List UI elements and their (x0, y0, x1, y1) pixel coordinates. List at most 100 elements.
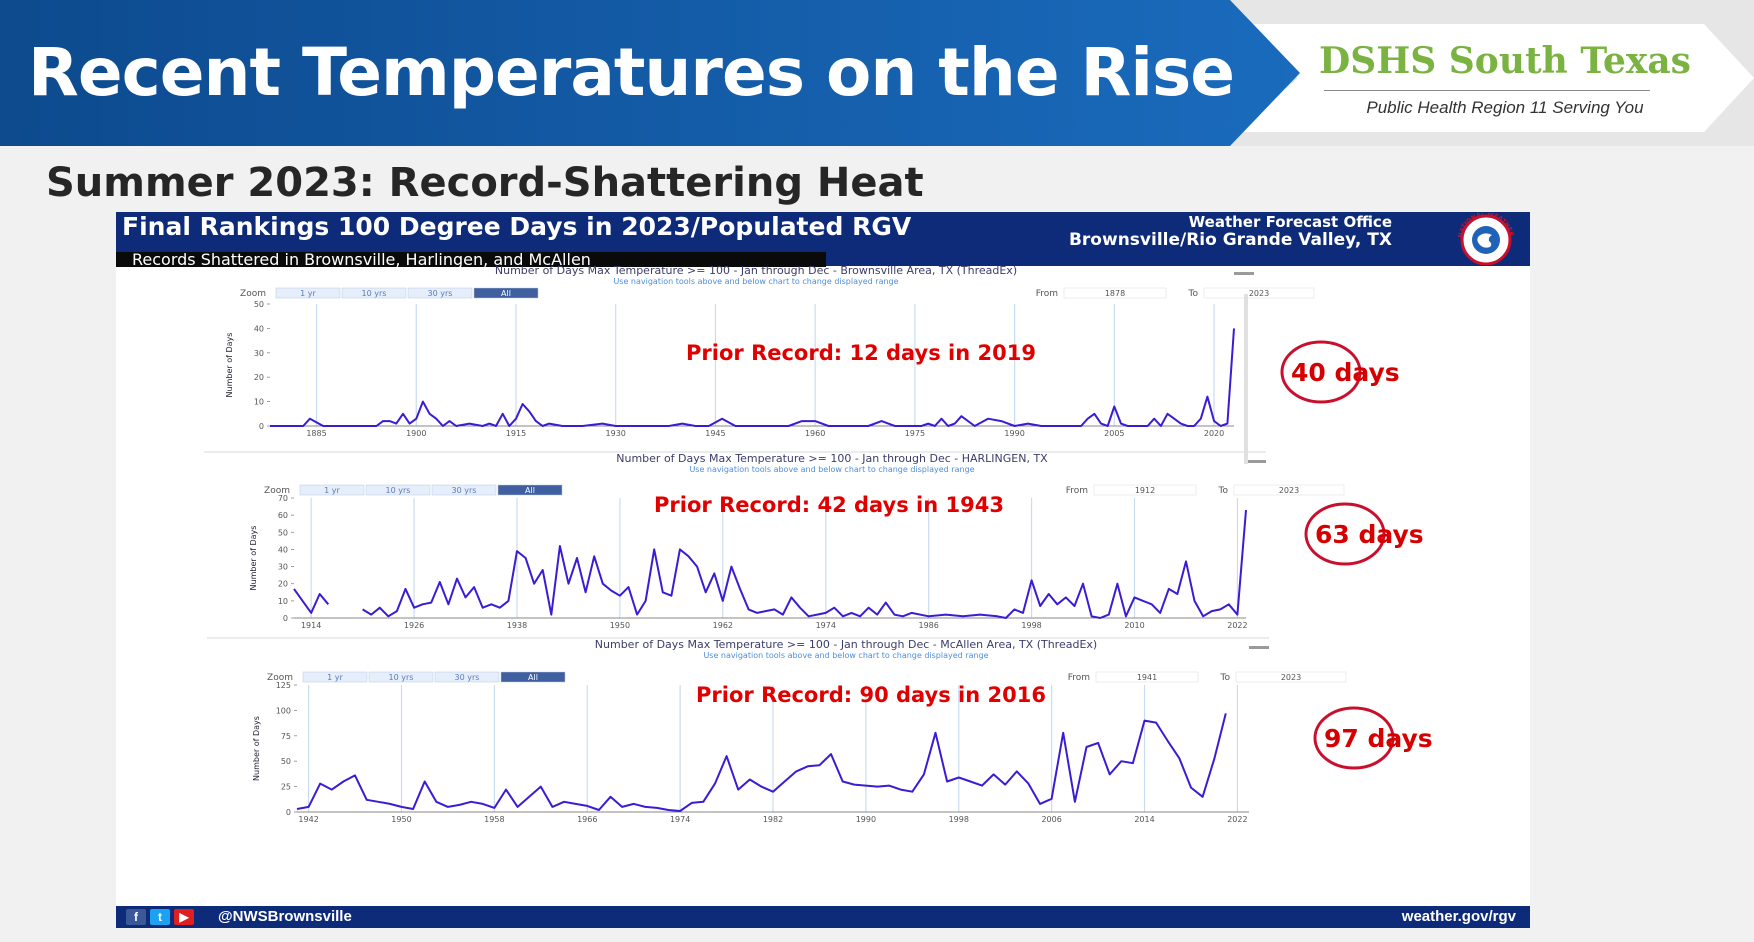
y-tick-label: 30 (278, 563, 288, 572)
scrollbar[interactable] (1244, 294, 1248, 464)
from-input[interactable] (1093, 484, 1197, 496)
zoom-button[interactable] (275, 287, 341, 299)
x-tick-label: 2014 (1134, 815, 1154, 824)
zoom-button-label: All (501, 289, 511, 298)
x-tick-label: 1938 (507, 621, 527, 630)
y-tick-label: 50 (254, 300, 264, 309)
x-tick-label: 1950 (610, 621, 630, 630)
x-tick-label: 1926 (404, 621, 424, 630)
from-value: 1878 (1105, 289, 1125, 298)
x-tick-label: 2010 (1124, 621, 1144, 630)
zoom-button[interactable] (500, 671, 566, 683)
office-line-2: Brownsville/Rio Grande Valley, TX (1068, 230, 1392, 250)
prior-record-annotation: Prior Record: 90 days in 2016 (696, 683, 1046, 707)
y-tick-label: 10 (278, 597, 288, 606)
y-tick-label: 30 (254, 349, 264, 358)
x-tick-label: 1974 (816, 621, 836, 630)
callout-circle (1304, 502, 1386, 566)
zoom-button[interactable] (368, 671, 434, 683)
youtube-icon[interactable]: ▶ (174, 909, 194, 925)
y-tick-label: 125 (276, 681, 291, 690)
y-tick-label: 100 (276, 706, 291, 715)
org-tagline: Public Health Region 11 Serving You (1366, 98, 1644, 117)
x-tick-label: 1962 (713, 621, 733, 630)
y-tick-label: 50 (278, 528, 288, 537)
chart-title: Number of Days Max Temperature >= 100 - … (595, 638, 1097, 651)
to-label: To (1220, 673, 1231, 683)
from-input[interactable] (1095, 671, 1199, 683)
x-tick-label: 1900 (406, 429, 426, 438)
chart-menu-icon[interactable] (1249, 646, 1269, 649)
zoom-button-label: 1 yr (324, 486, 340, 495)
x-tick-label: 1960 (805, 429, 825, 438)
zoom-button[interactable] (299, 484, 365, 496)
zoom-button-label: 1 yr (300, 289, 316, 298)
charts-svg: Number of Days Max Temperature >= 100 - … (204, 266, 1433, 824)
to-input[interactable] (1233, 484, 1345, 496)
to-value: 2023 (1281, 673, 1301, 682)
zoom-button[interactable] (341, 287, 407, 299)
slide-subtitle: Summer 2023: Record-Shattering Heat (46, 160, 924, 206)
to-value: 2023 (1279, 486, 1299, 495)
y-tick-label: 70 (278, 494, 288, 503)
x-tick-label: 2020 (1204, 429, 1224, 438)
callout-text: 40 days (1291, 358, 1400, 387)
y-tick-label: 20 (278, 580, 288, 589)
y-tick-label: 0 (259, 422, 264, 431)
chart-menu-icon[interactable] (1234, 272, 1254, 275)
from-label: From (1066, 486, 1088, 496)
x-tick-label: 1885 (306, 429, 326, 438)
x-tick-label: 1998 (1021, 621, 1041, 630)
x-tick-label: 1942 (298, 815, 318, 824)
zoom-button-label: 1 yr (327, 673, 343, 682)
from-value: 1941 (1137, 673, 1157, 682)
facebook-icon[interactable]: f (126, 909, 146, 925)
x-tick-label: 1915 (506, 429, 526, 438)
from-label: From (1068, 673, 1090, 683)
x-tick-label: 1990 (1004, 429, 1024, 438)
to-input[interactable] (1203, 287, 1315, 299)
footer-handle: @NWSBrownsville (218, 908, 352, 925)
graphic-header-strip (116, 252, 826, 267)
nws-logo-icon: NATIONAL WEATHER SERVICE (1446, 213, 1515, 265)
from-label: From (1036, 289, 1058, 299)
footer-url[interactable]: weather.gov/rgv (1401, 908, 1516, 925)
x-tick-label: 1975 (905, 429, 925, 438)
x-tick-label: 2005 (1104, 429, 1124, 438)
zoom-button-label: All (528, 673, 538, 682)
zoom-button[interactable] (407, 287, 473, 299)
x-tick-label: 1990 (856, 815, 876, 824)
callout-text: 63 days (1315, 520, 1424, 549)
from-input[interactable] (1063, 287, 1167, 299)
chart-menu-icon[interactable] (1246, 460, 1266, 463)
zoom-label: Zoom (267, 673, 293, 683)
twitter-icon[interactable]: t (150, 909, 170, 925)
y-tick-label: 0 (286, 808, 291, 817)
zoom-button[interactable] (431, 484, 497, 496)
zoom-button[interactable] (497, 484, 563, 496)
nav-hint: Use navigation tools above and below cha… (613, 277, 898, 286)
zoom-button-label: 10 yrs (386, 486, 411, 495)
series-line (296, 713, 1227, 812)
zoom-button[interactable] (302, 671, 368, 683)
callout-circle (1280, 340, 1362, 404)
from-value: 1912 (1135, 486, 1155, 495)
chart-title: Number of Days Max Temperature >= 100 - … (495, 266, 1017, 277)
callout-text: 97 days (1324, 724, 1433, 753)
series-line (270, 328, 1235, 427)
zoom-button[interactable] (473, 287, 539, 299)
y-axis-label: Number of Days (249, 526, 258, 591)
y-tick-label: 0 (283, 614, 288, 623)
zoom-label: Zoom (240, 289, 266, 299)
zoom-button-label: 30 yrs (455, 673, 480, 682)
x-tick-label: 1930 (606, 429, 626, 438)
x-tick-label: 1998 (949, 815, 969, 824)
zoom-label: Zoom (264, 486, 290, 496)
x-tick-label: 1966 (577, 815, 597, 824)
zoom-button[interactable] (365, 484, 431, 496)
zoom-button[interactable] (434, 671, 500, 683)
to-input[interactable] (1235, 671, 1347, 683)
nav-hint: Use navigation tools above and below cha… (703, 651, 988, 660)
y-tick-label: 20 (254, 373, 264, 382)
to-value: 2023 (1249, 289, 1269, 298)
